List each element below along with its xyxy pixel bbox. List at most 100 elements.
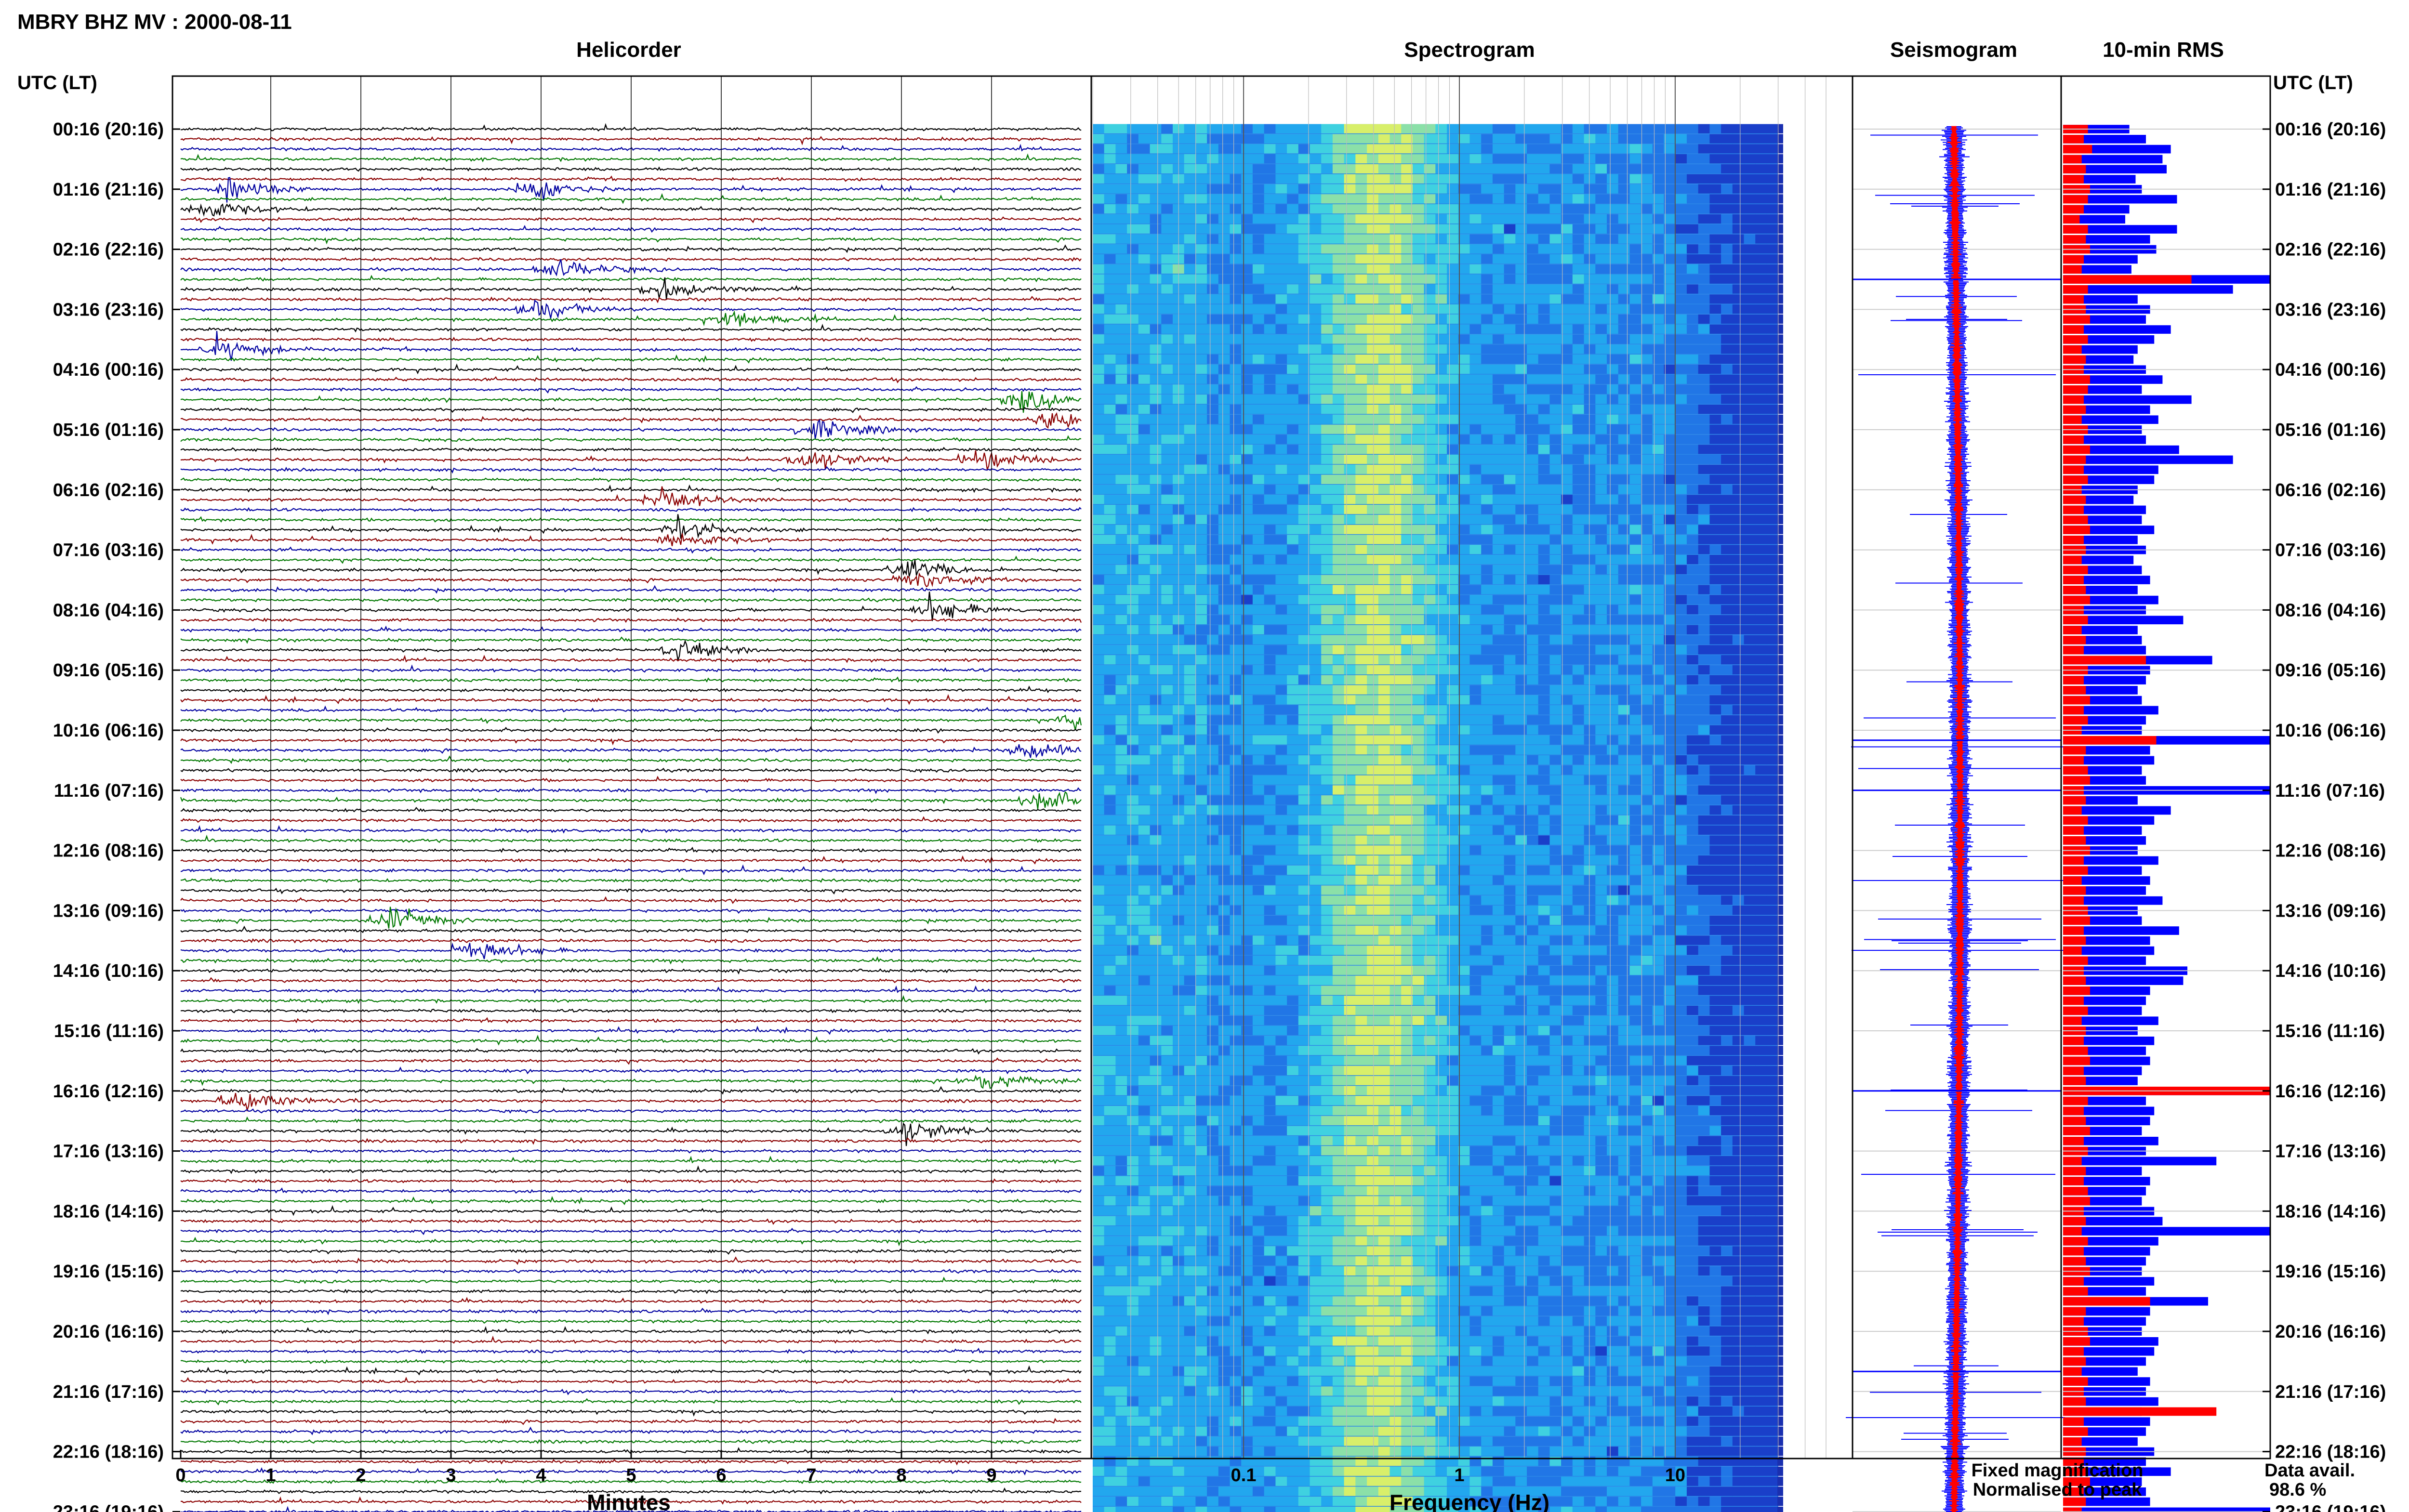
spectrogram-cell <box>1664 274 1676 284</box>
spectrogram-cell <box>1447 685 1459 695</box>
spectrogram-cell <box>1492 625 1505 634</box>
spectrogram-cell <box>1492 595 1505 605</box>
spectrogram-cell <box>1686 374 1699 384</box>
spectrogram-cell <box>1355 274 1367 284</box>
spectrogram-cell <box>1298 845 1310 855</box>
spectrogram-cell <box>1424 885 1436 895</box>
spectrogram-cell <box>1766 204 1779 214</box>
spectrogram-cell <box>1367 184 1379 194</box>
spectrogram-cell <box>1481 885 1493 895</box>
spectrogram-cell <box>1629 585 1641 594</box>
spectrogram-cell <box>1115 364 1127 374</box>
spectrogram-cell <box>1709 204 1721 214</box>
spectrogram-cell <box>1230 294 1242 304</box>
spectrogram-cell <box>1744 124 1756 133</box>
spectrogram-cell <box>1207 384 1219 394</box>
spectrogram-cell <box>1561 605 1573 615</box>
spectrogram-cell <box>1390 775 1402 785</box>
spectrogram-cell <box>1766 405 1779 414</box>
spectrogram-cell <box>1138 445 1151 454</box>
spectrogram-cell <box>1093 294 1105 304</box>
rms-title: 10-min RMS <box>2103 38 2224 62</box>
spectrogram-cell <box>1138 505 1151 514</box>
spectrogram-cell <box>1218 394 1231 404</box>
spectrogram-cell <box>1504 595 1516 605</box>
spectrogram-cell <box>1652 525 1665 534</box>
spectrogram-cell <box>1218 855 1231 865</box>
spectrogram-cell <box>1104 655 1116 665</box>
spectrogram-cell <box>1549 144 1562 154</box>
spectrogram-cell <box>1298 785 1310 795</box>
spectrogram-cell <box>1264 895 1276 905</box>
spectrogram-cell <box>1241 184 1253 194</box>
spectrogram-cell <box>1241 625 1253 634</box>
spectrogram-cell <box>1709 695 1721 705</box>
spectrogram-cell <box>1515 294 1527 304</box>
spectrogram-cell <box>1138 264 1151 274</box>
spectrogram-cell <box>1675 304 1687 314</box>
spectrogram-cell <box>1755 414 1767 424</box>
spectrogram-cell <box>1321 875 1333 885</box>
spectrogram-cell <box>1469 314 1482 324</box>
spectrogram-cell <box>1310 505 1322 514</box>
spectrogram-cell <box>1732 825 1745 835</box>
spectrogram-cell <box>1230 355 1242 364</box>
spectrogram-cell <box>1686 414 1699 424</box>
spectrogram-cell <box>1595 625 1607 634</box>
spectrogram-cell <box>1458 775 1470 785</box>
spectrogram-cell <box>1401 665 1413 675</box>
spectrogram-cell <box>1115 855 1127 865</box>
spectrogram-cell <box>1355 615 1367 625</box>
spectrogram-cell <box>1481 875 1493 885</box>
spectrogram-cell <box>1344 414 1356 424</box>
spectrogram-cell <box>1252 575 1265 584</box>
spectrogram-cell <box>1344 184 1356 194</box>
spectrogram-cell <box>1515 274 1527 284</box>
spectrogram-cell <box>1755 715 1767 725</box>
spectrogram-cell <box>1287 665 1299 675</box>
spectrogram-cell <box>1572 455 1585 464</box>
spectrogram-cell <box>1675 815 1687 825</box>
spectrogram-cell <box>1207 595 1219 605</box>
spectrogram-cell <box>1424 735 1436 745</box>
spectrogram-cell <box>1584 455 1596 464</box>
spectrogram-cell <box>1766 304 1779 314</box>
spectrogram-cell <box>1561 535 1573 544</box>
spectrogram-cell <box>1310 124 1322 133</box>
spectrogram-cell <box>1572 545 1585 554</box>
spectrogram-cell <box>1252 264 1265 274</box>
spectrogram-cell <box>1390 835 1402 845</box>
spectrogram-cell <box>1332 174 1345 184</box>
spectrogram-cell <box>1755 585 1767 594</box>
spectrogram-cell <box>1629 735 1641 745</box>
spectrogram-cell <box>1732 364 1745 374</box>
spectrogram-cell <box>1230 735 1242 745</box>
spectrogram-cell <box>1721 655 1733 665</box>
spectrogram-cell <box>1184 234 1196 244</box>
spectrogram-cell <box>1527 745 1539 755</box>
spectrogram-cell <box>1367 124 1379 133</box>
spectrogram-cell <box>1686 194 1699 204</box>
spectrogram-cell <box>1321 274 1333 284</box>
spectrogram-cell <box>1161 124 1173 133</box>
spectrogram-cell <box>1412 705 1425 715</box>
spectrogram-cell <box>1755 635 1767 644</box>
spectrogram-cell <box>1561 514 1573 525</box>
spectrogram-cell <box>1652 655 1665 665</box>
spectrogram-cell <box>1744 845 1756 855</box>
spectrogram-cell <box>1527 595 1539 605</box>
spectrogram-cell <box>1161 535 1173 544</box>
spectrogram-cell <box>1515 364 1527 374</box>
spectrogram-cell <box>1412 124 1425 133</box>
spectrogram-cell <box>1127 405 1139 414</box>
spectrogram-cell <box>1561 284 1573 294</box>
spectrogram-cell <box>1572 355 1585 364</box>
spectrogram-cell <box>1161 625 1173 634</box>
spectrogram-cell <box>1629 715 1641 725</box>
spectrogram-cell <box>1321 164 1333 174</box>
spectrogram-cell <box>1492 545 1505 554</box>
spectrogram-cell <box>1344 334 1356 344</box>
spectrogram-cell <box>1675 655 1687 665</box>
spectrogram-cell <box>1732 565 1745 575</box>
spectrogram-cell <box>1618 835 1630 845</box>
